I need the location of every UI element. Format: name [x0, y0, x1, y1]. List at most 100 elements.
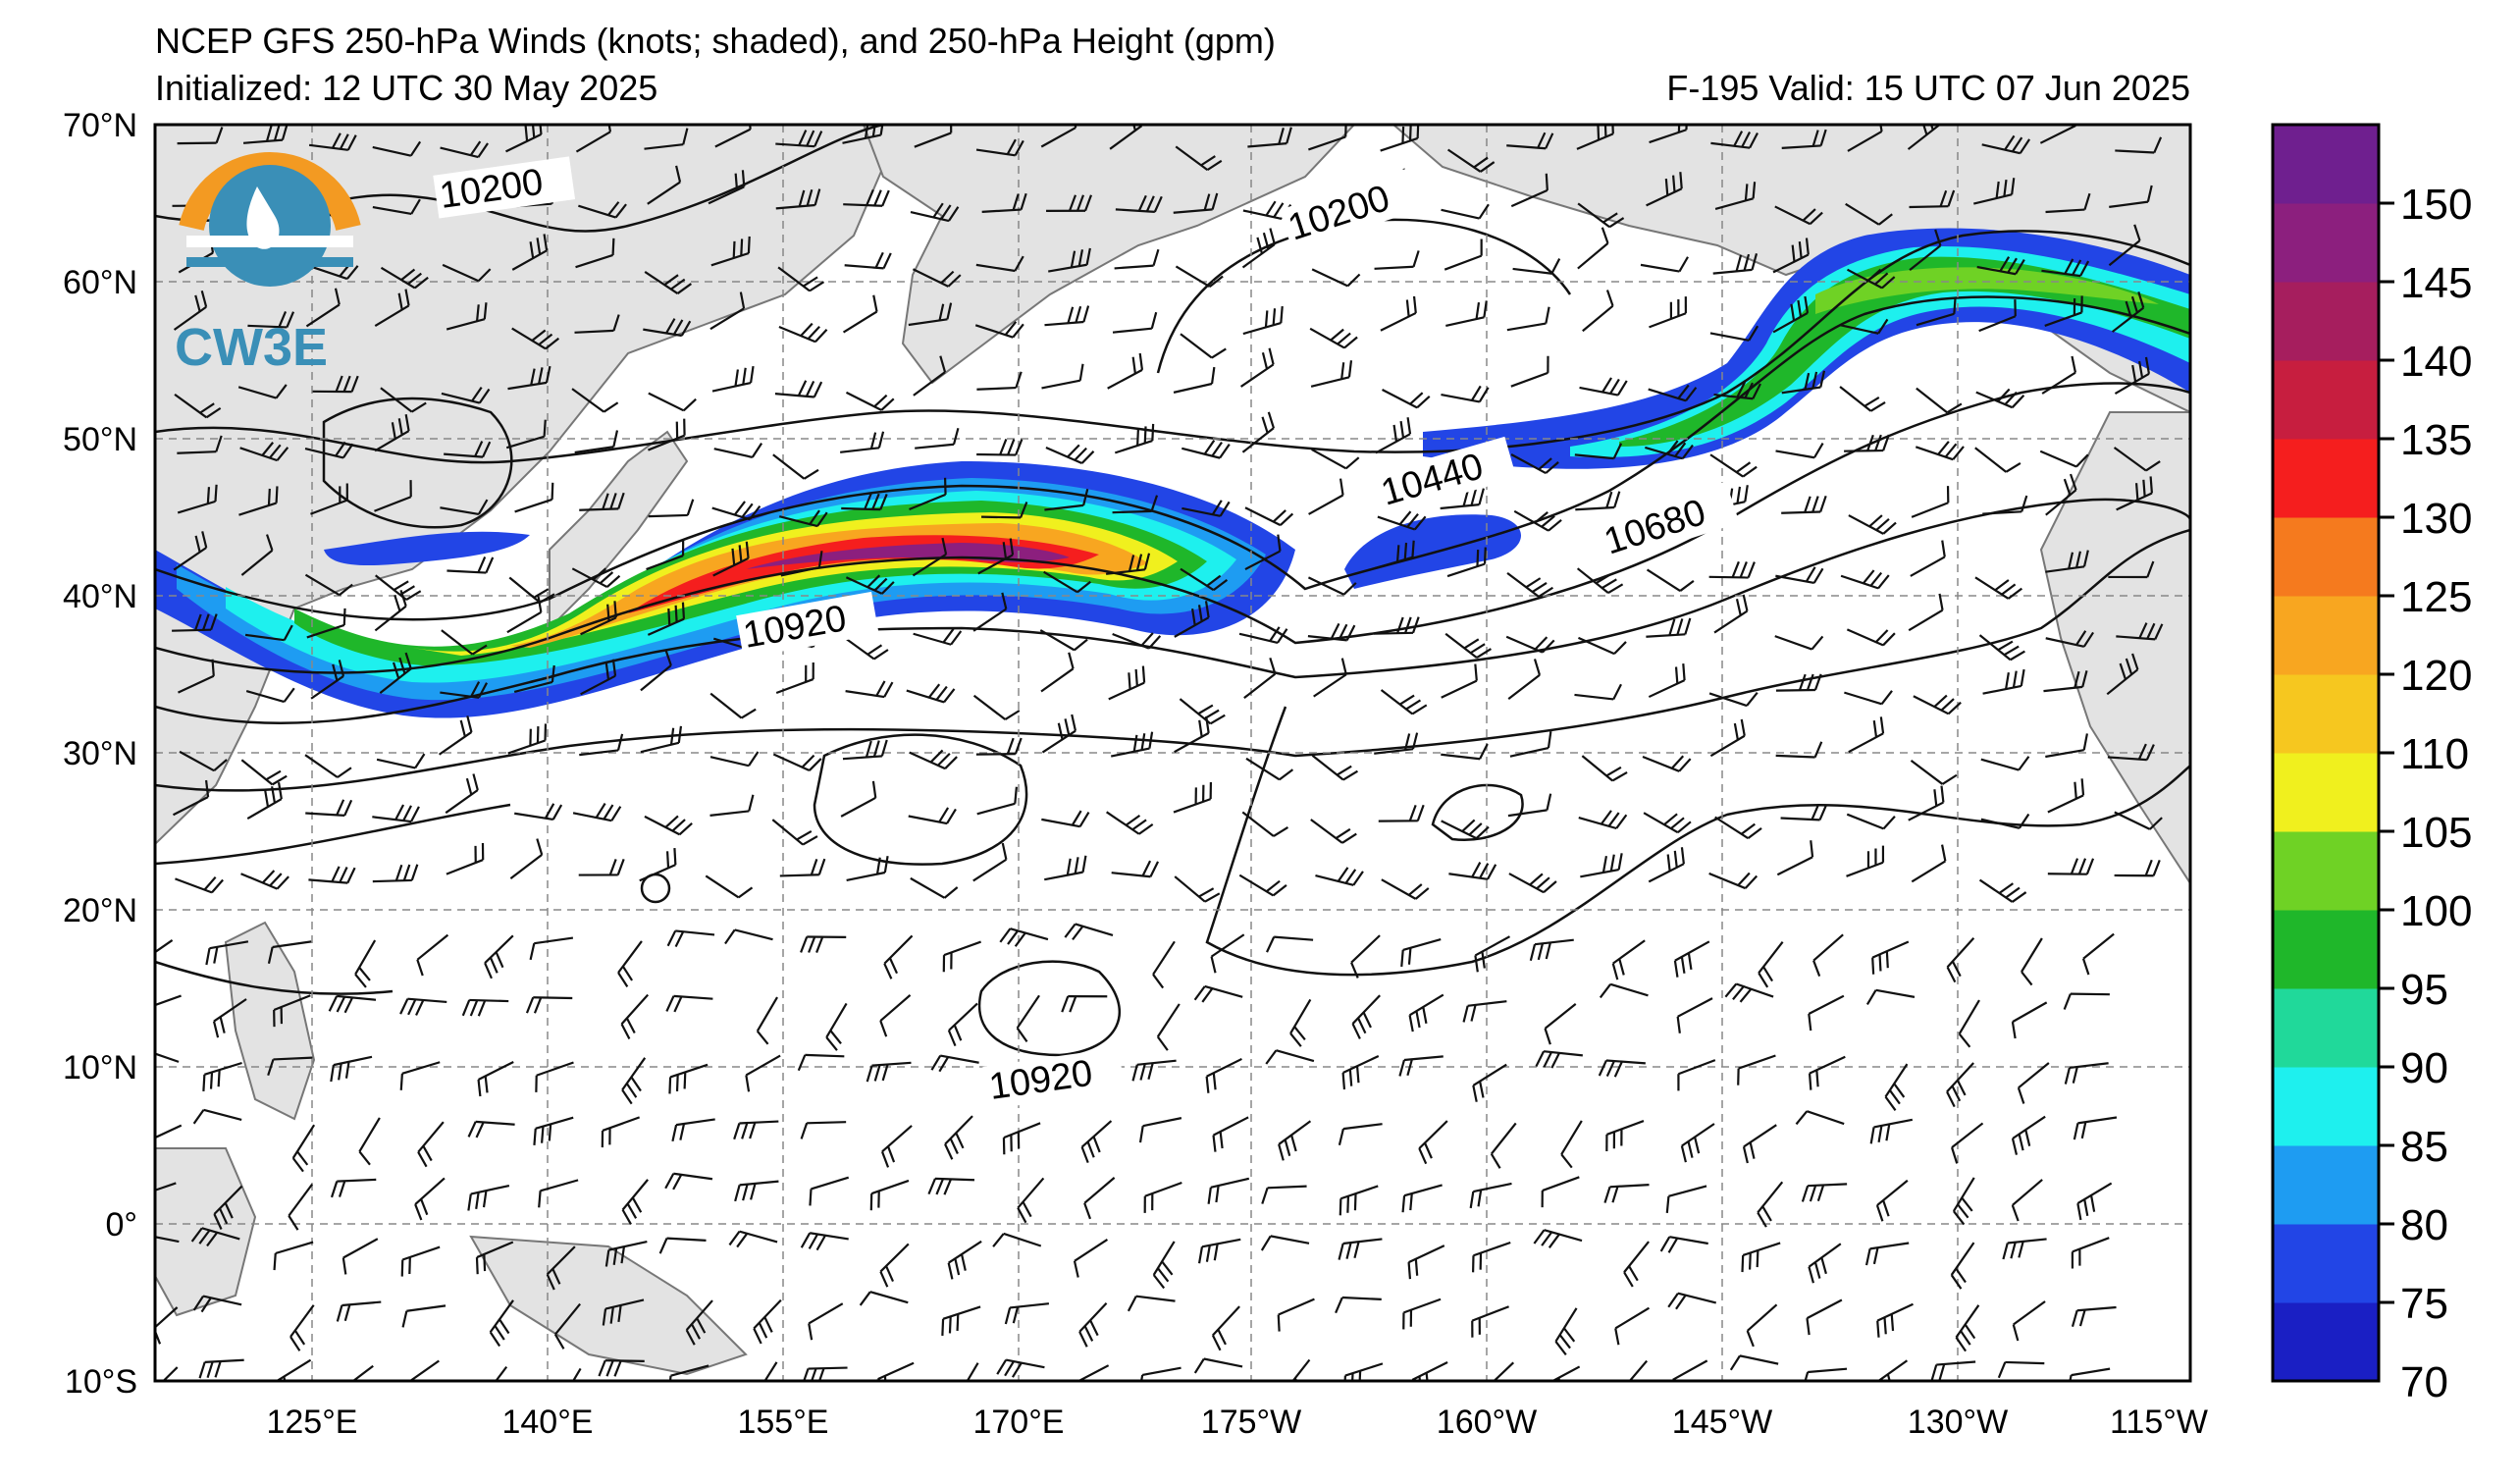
wind-barb	[358, 1117, 381, 1166]
wind-barb	[1046, 194, 1093, 212]
wind-barb	[237, 384, 288, 399]
wind-barb	[372, 804, 420, 823]
wind-barb	[467, 1184, 510, 1211]
wind-barb	[1073, 1238, 1109, 1278]
wind-barb	[341, 1364, 374, 1381]
wind-barb	[1180, 567, 1229, 592]
wind-barb	[992, 1232, 1042, 1247]
wind-barb	[205, 940, 249, 966]
wind-barb	[328, 994, 377, 1014]
wind-barb	[1043, 570, 1091, 594]
wind-barb	[1313, 658, 1347, 698]
wind-barb	[648, 499, 695, 518]
wind-barb	[1244, 506, 1294, 527]
wind-barb	[910, 202, 960, 223]
wind-barb	[1045, 444, 1095, 465]
wind-barb	[1529, 938, 1574, 962]
wind-barb	[621, 1057, 647, 1105]
wind-barb	[709, 751, 760, 768]
wind-barb	[1911, 844, 1947, 883]
wind-barb	[190, 1227, 240, 1247]
wind-barb	[999, 927, 1049, 947]
wind-barb	[2106, 653, 2139, 696]
wind-barb	[1533, 1229, 1583, 1248]
wind-barb	[1441, 203, 1490, 220]
logo-text: CW3E	[175, 318, 328, 377]
wind-barb	[1713, 381, 1761, 400]
wind-barb	[178, 659, 215, 694]
wind-barb	[1241, 228, 1276, 269]
wind-barb	[1408, 993, 1444, 1033]
wind-barb	[267, 940, 312, 964]
wind-barb	[1207, 1177, 1250, 1204]
wind-barb	[1107, 352, 1144, 390]
wind-barb	[1238, 626, 1288, 645]
wind-barb	[372, 140, 422, 157]
wind-barb	[1471, 1305, 1509, 1338]
lon-label: 125°E	[266, 1404, 358, 1441]
wind-barb	[2021, 937, 2043, 986]
wind-barb	[1776, 840, 1814, 876]
wind-barb	[1775, 442, 1824, 459]
wind-barb	[374, 414, 410, 452]
wind-barb	[1772, 238, 1810, 274]
wind-barb	[1578, 810, 1628, 830]
wind-barb	[1614, 1306, 1651, 1346]
wind-barb	[441, 629, 488, 656]
wind-barb	[1974, 576, 2023, 600]
wind-barb	[175, 875, 224, 894]
wind-barb	[1772, 295, 1810, 334]
wind-barb	[2045, 550, 2089, 573]
wind-barb	[2109, 185, 2153, 208]
wind-barb	[1808, 994, 1845, 1032]
wind-barb	[155, 1306, 179, 1351]
wind-barb	[1951, 1122, 1984, 1164]
wind-barb	[647, 602, 686, 636]
wind-barb	[1909, 189, 1956, 209]
wind-barb	[841, 635, 889, 661]
wind-barb	[859, 1291, 909, 1306]
wind-barb	[1510, 453, 1559, 475]
wind-barb	[714, 125, 752, 148]
wind-barb	[2011, 1001, 2048, 1039]
wind-barb	[1535, 1050, 1583, 1069]
wind-barb	[1078, 1302, 1108, 1348]
wind-barb	[1648, 847, 1685, 883]
wind-barb	[1975, 388, 2025, 409]
wind-barb	[1311, 268, 1361, 288]
wind-barb	[580, 659, 617, 696]
wind-barb	[733, 1120, 779, 1140]
lon-label: 170°E	[972, 1404, 1065, 1441]
colorbar-segment	[2273, 910, 2379, 989]
wind-barb	[846, 855, 889, 881]
wind-barb	[1106, 811, 1154, 835]
lat-label: 60°N	[63, 264, 137, 301]
wind-barb	[1808, 1055, 1846, 1090]
wind-barb	[1173, 782, 1213, 814]
wind-barb	[797, 1053, 845, 1072]
wind-barb	[507, 723, 548, 755]
wind-barb	[572, 802, 622, 822]
wind-barb	[1446, 148, 1496, 173]
wind-barb	[2012, 1300, 2046, 1342]
colorbar-label: 105	[2400, 809, 2473, 857]
wind-barb	[1506, 306, 1550, 332]
wind-barb	[1580, 853, 1623, 878]
wind-barb	[1911, 486, 1950, 518]
wind-barb	[1955, 1304, 1980, 1352]
wind-barb	[445, 773, 479, 815]
wind-barb	[640, 725, 683, 754]
wind-barb	[514, 482, 554, 513]
wind-barb	[2017, 1062, 2050, 1104]
wind-barb	[1645, 440, 1694, 460]
wind-barb	[1335, 1296, 1382, 1314]
wind-barb	[438, 715, 473, 756]
wind-barb	[441, 386, 491, 404]
wind-barb	[1908, 785, 1945, 821]
wind-barb	[1649, 296, 1687, 329]
lat-label: 10°N	[63, 1049, 137, 1086]
wind-barb	[1261, 1185, 1307, 1204]
wind-barb	[712, 541, 750, 577]
wind-barb	[1472, 1241, 1511, 1273]
wind-barb	[646, 539, 685, 571]
